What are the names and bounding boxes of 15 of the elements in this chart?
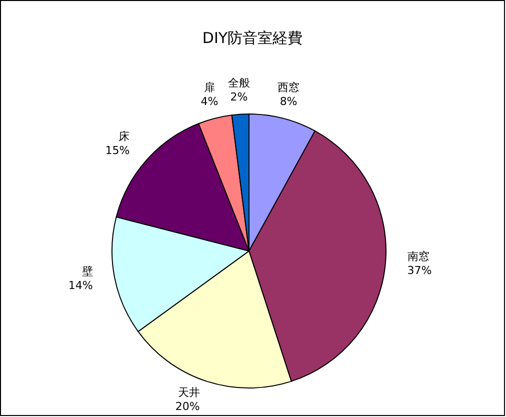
data-label: 37% xyxy=(407,264,432,277)
data-label: 2% xyxy=(230,90,248,104)
slice-label: 南窓 xyxy=(407,250,430,263)
slice-label: 床 xyxy=(118,130,130,143)
slice-label: 西窓 xyxy=(278,80,300,94)
chart-title: DIY防音室経費 xyxy=(201,29,304,48)
data-label: 20% xyxy=(175,400,200,414)
data-label: 14% xyxy=(68,278,93,292)
slice-label: 全般 xyxy=(228,76,250,90)
slice-label: 壁 xyxy=(82,264,93,278)
data-label: 15% xyxy=(105,144,130,157)
slice-label: 天井 xyxy=(178,386,200,400)
data-label: 8% xyxy=(280,94,298,108)
slice-label: 扉 xyxy=(204,80,215,94)
data-label: 4% xyxy=(200,94,218,108)
